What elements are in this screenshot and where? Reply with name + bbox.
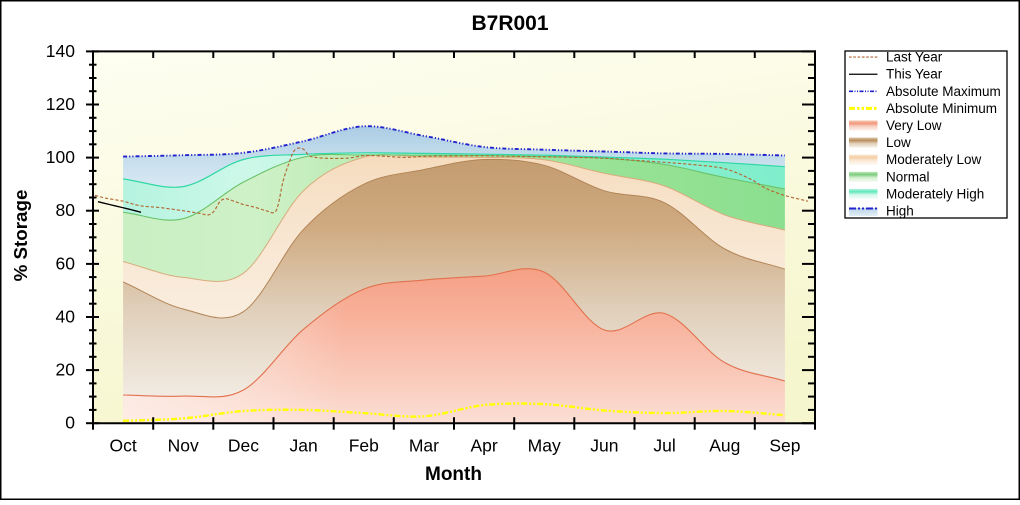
svg-text:B7R001: B7R001 [471,12,548,35]
svg-text:Jul: Jul [653,435,675,455]
svg-text:140: 140 [46,41,75,61]
svg-text:Jun: Jun [590,435,618,455]
svg-text:Nov: Nov [168,435,199,455]
svg-text:Absolute Maximum: Absolute Maximum [886,84,1001,99]
svg-text:Absolute Minimum: Absolute Minimum [886,101,997,116]
svg-text:May: May [528,435,561,455]
svg-text:Very Low: Very Low [886,118,942,133]
svg-text:Aug: Aug [709,435,740,455]
svg-text:This Year: This Year [886,67,943,82]
svg-text:60: 60 [56,253,76,273]
svg-text:Feb: Feb [349,435,379,455]
svg-text:Apr: Apr [470,435,497,455]
svg-text:120: 120 [46,94,75,114]
svg-text:40: 40 [56,307,76,327]
svg-text:Low: Low [886,135,911,150]
svg-text:% Storage: % Storage [10,190,31,282]
svg-text:Mar: Mar [409,435,439,455]
svg-text:Normal: Normal [886,169,930,184]
svg-text:Month: Month [425,464,482,485]
svg-text:100: 100 [46,147,75,167]
svg-text:Last Year: Last Year [886,50,943,65]
svg-text:80: 80 [56,200,76,220]
svg-text:Moderately High: Moderately High [886,186,984,201]
svg-text:Sep: Sep [769,435,800,455]
svg-text:0: 0 [65,413,75,433]
svg-text:High: High [886,204,914,219]
svg-text:Moderately Low: Moderately Low [886,152,982,167]
svg-text:Oct: Oct [109,435,136,455]
svg-text:Dec: Dec [228,435,259,455]
svg-text:Jan: Jan [289,435,317,455]
svg-text:20: 20 [56,360,76,380]
